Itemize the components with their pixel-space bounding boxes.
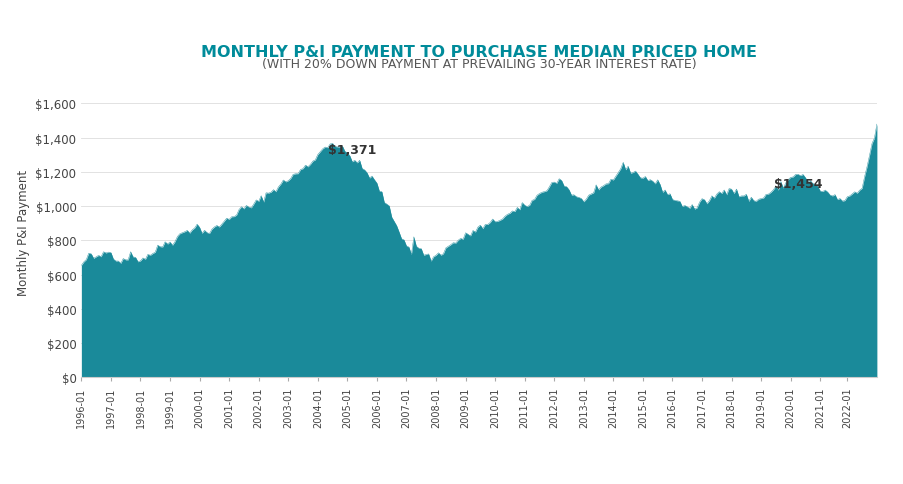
Y-axis label: Monthly P&I Payment: Monthly P&I Payment bbox=[17, 169, 30, 295]
Text: $1,454: $1,454 bbox=[773, 178, 822, 191]
Title: MONTHLY P&I PAYMENT TO PURCHASE MEDIAN PRICED HOME: MONTHLY P&I PAYMENT TO PURCHASE MEDIAN P… bbox=[200, 45, 757, 60]
Text: $1,371: $1,371 bbox=[328, 144, 376, 157]
Text: (WITH 20% DOWN PAYMENT AT PREVAILING 30-YEAR INTEREST RATE): (WITH 20% DOWN PAYMENT AT PREVAILING 30-… bbox=[262, 58, 695, 71]
